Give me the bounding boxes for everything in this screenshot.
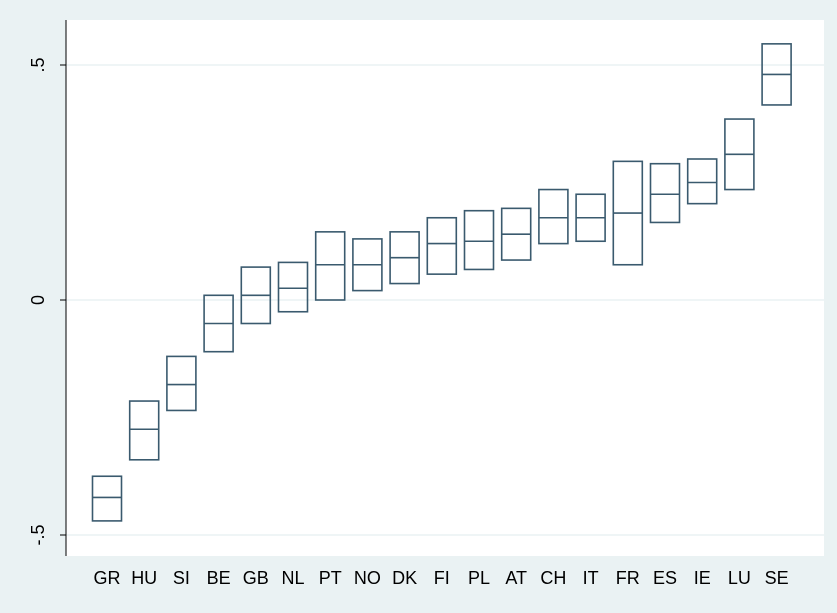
x-category-label: NL: [281, 568, 304, 588]
boxes: [91, 43, 792, 522]
plot-area: [66, 20, 824, 556]
x-category-label: FI: [434, 568, 450, 588]
x-category-label: BE: [207, 568, 231, 588]
box-hu: [128, 400, 160, 461]
x-category-label: SE: [765, 568, 789, 588]
box-es: [649, 162, 681, 224]
x-category-label: ES: [653, 568, 677, 588]
box-gr: [91, 475, 123, 522]
x-category-label: PL: [468, 568, 490, 588]
x-category-label: IT: [583, 568, 599, 588]
y-axis-ticks: -.5 0 .5: [28, 57, 66, 546]
box-nl: [277, 261, 309, 313]
x-category-label: NO: [354, 568, 381, 588]
x-category-label: PT: [319, 568, 342, 588]
box-ie: [686, 158, 718, 205]
x-category-label: FR: [616, 568, 640, 588]
x-category-label: IE: [694, 568, 711, 588]
x-category-label: GB: [243, 568, 269, 588]
x-category-label: SI: [173, 568, 190, 588]
x-category-label: LU: [728, 568, 751, 588]
box-pt: [314, 231, 346, 301]
y-tick-label: .5: [28, 57, 48, 72]
grid-lines: [66, 64, 824, 536]
box-si: [166, 355, 197, 412]
y-tick-label: -.5: [28, 524, 48, 545]
x-category-label: AT: [505, 568, 527, 588]
box-pl: [463, 209, 495, 271]
box-ch: [538, 188, 569, 245]
y-tick-label: 0: [28, 295, 48, 305]
x-category-label: HU: [131, 568, 157, 588]
x-category-label: CH: [540, 568, 566, 588]
x-category-label: DK: [392, 568, 417, 588]
box-fi: [426, 216, 458, 275]
x-axis-labels: GR HU SI BE GB NL PT NO DK FI PL AT CH IT FR ES IE LU SE: [94, 568, 789, 588]
x-category-label: GR: [94, 568, 121, 588]
